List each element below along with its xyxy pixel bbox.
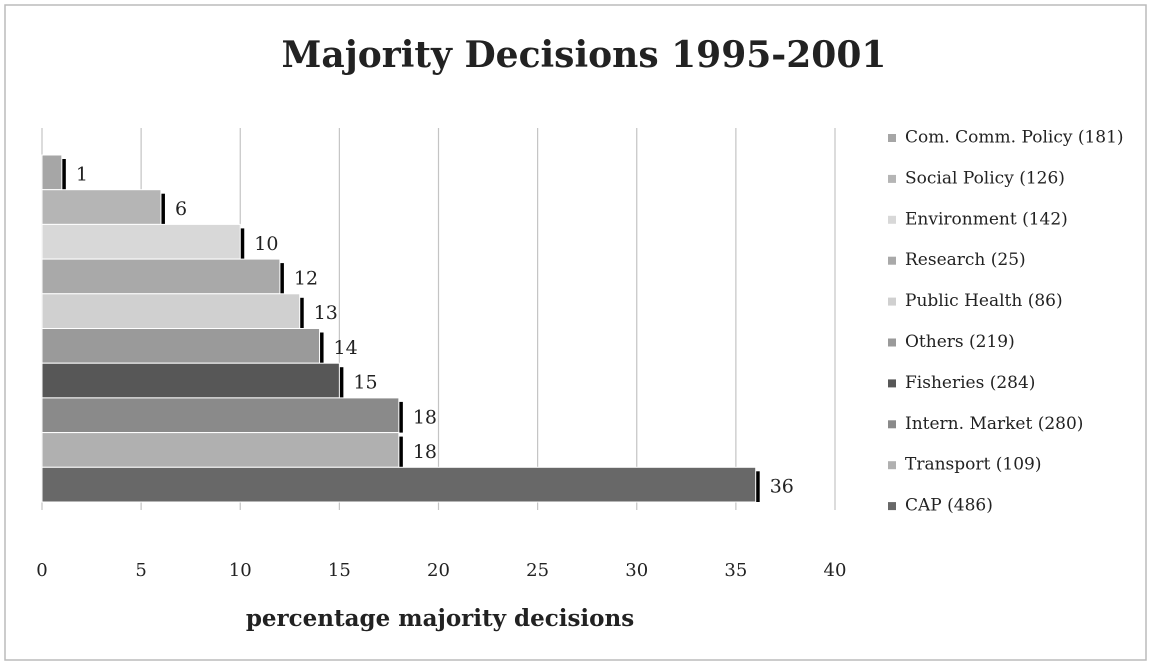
x-tick-label: 40 [824, 560, 847, 581]
chart-title: Majority Decisions 1995-2001 [282, 34, 887, 76]
legend-swatch [888, 502, 896, 511]
legend-swatch [888, 379, 896, 388]
legend-swatch [888, 134, 896, 142]
bar [41, 432, 400, 468]
legend-swatch [888, 420, 896, 429]
x-tick-label: 30 [625, 560, 648, 581]
x-tick-label: 35 [724, 560, 747, 581]
bar [41, 466, 757, 503]
data-label: 15 [353, 372, 377, 394]
data-label: 13 [314, 302, 338, 324]
x-tick-label: 5 [135, 560, 146, 581]
legend-swatch [888, 338, 896, 347]
bar [41, 362, 340, 399]
x-tick-label: 10 [229, 560, 252, 581]
data-label: 18 [413, 441, 437, 463]
bar [41, 223, 241, 260]
bar [41, 258, 281, 295]
legend-label: Com. Comm. Policy (181) [905, 128, 1124, 148]
data-label: 36 [770, 476, 794, 498]
bar [41, 189, 162, 225]
x-axis-label: percentage majority decisions [246, 605, 634, 632]
legend-label: Research (25) [905, 250, 1026, 270]
data-label: 10 [254, 233, 278, 255]
data-label: 6 [175, 198, 187, 220]
x-tick-label: 15 [328, 560, 351, 581]
legend-label: CAP (486) [905, 496, 993, 516]
legend-label: Social Policy (126) [905, 168, 1065, 188]
legend-label: Others (219) [905, 332, 1015, 352]
legend-label: Environment (142) [905, 209, 1068, 229]
data-label: 18 [413, 406, 437, 428]
data-label: 12 [294, 267, 318, 289]
legend-swatch [888, 256, 896, 265]
x-tick-label: 25 [526, 560, 549, 581]
bar [41, 397, 400, 434]
data-label: 14 [334, 337, 358, 359]
bar [41, 293, 301, 329]
legend-label: Intern. Market (280) [905, 414, 1083, 434]
legend-swatch [888, 174, 896, 183]
bar [41, 154, 63, 191]
legend-swatch [888, 461, 896, 470]
legend-label: Public Health (86) [905, 291, 1063, 311]
x-tick-label: 20 [427, 560, 450, 581]
legend-swatch [888, 215, 896, 224]
data-label: 1 [76, 163, 88, 185]
legend-label: Fisheries (284) [905, 373, 1035, 393]
legend-swatch [888, 297, 896, 306]
legend-label: Transport (109) [905, 455, 1041, 475]
x-tick-label: 0 [36, 560, 47, 581]
bar [41, 328, 321, 364]
